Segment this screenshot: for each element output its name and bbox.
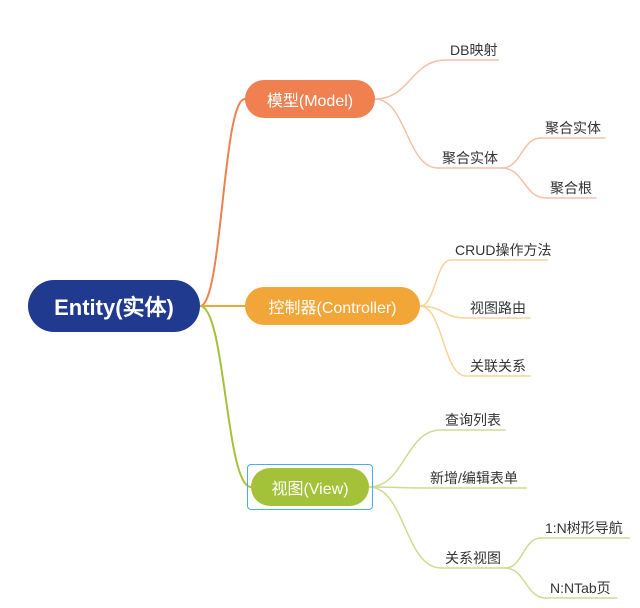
- leaf-controller-0[interactable]: CRUD操作方法: [455, 240, 551, 260]
- leaf-controller-1[interactable]: 视图路由: [470, 298, 526, 318]
- leaf-model-1-0[interactable]: 聚合实体: [545, 118, 601, 138]
- leaf-model-0[interactable]: DB映射: [450, 40, 497, 60]
- leaf-view-2-0[interactable]: 1:N树形导航: [545, 518, 623, 538]
- leaf-view-2[interactable]: 关系视图: [445, 548, 501, 568]
- branch-node-controller[interactable]: 控制器(Controller): [245, 287, 420, 325]
- branch-node-model[interactable]: 模型(Model): [245, 80, 375, 118]
- leaf-view-1[interactable]: 新增/编辑表单: [430, 468, 518, 488]
- root-node[interactable]: Entity(实体): [28, 280, 200, 332]
- leaf-model-1-1[interactable]: 聚合根: [550, 178, 592, 198]
- branch-node-view-selection: [247, 464, 373, 510]
- leaf-view-0[interactable]: 查询列表: [445, 410, 501, 430]
- leaf-view-2-1[interactable]: N:NTab页: [550, 578, 611, 598]
- leaf-controller-2[interactable]: 关联关系: [470, 356, 526, 376]
- leaf-model-1[interactable]: 聚合实体: [442, 148, 498, 168]
